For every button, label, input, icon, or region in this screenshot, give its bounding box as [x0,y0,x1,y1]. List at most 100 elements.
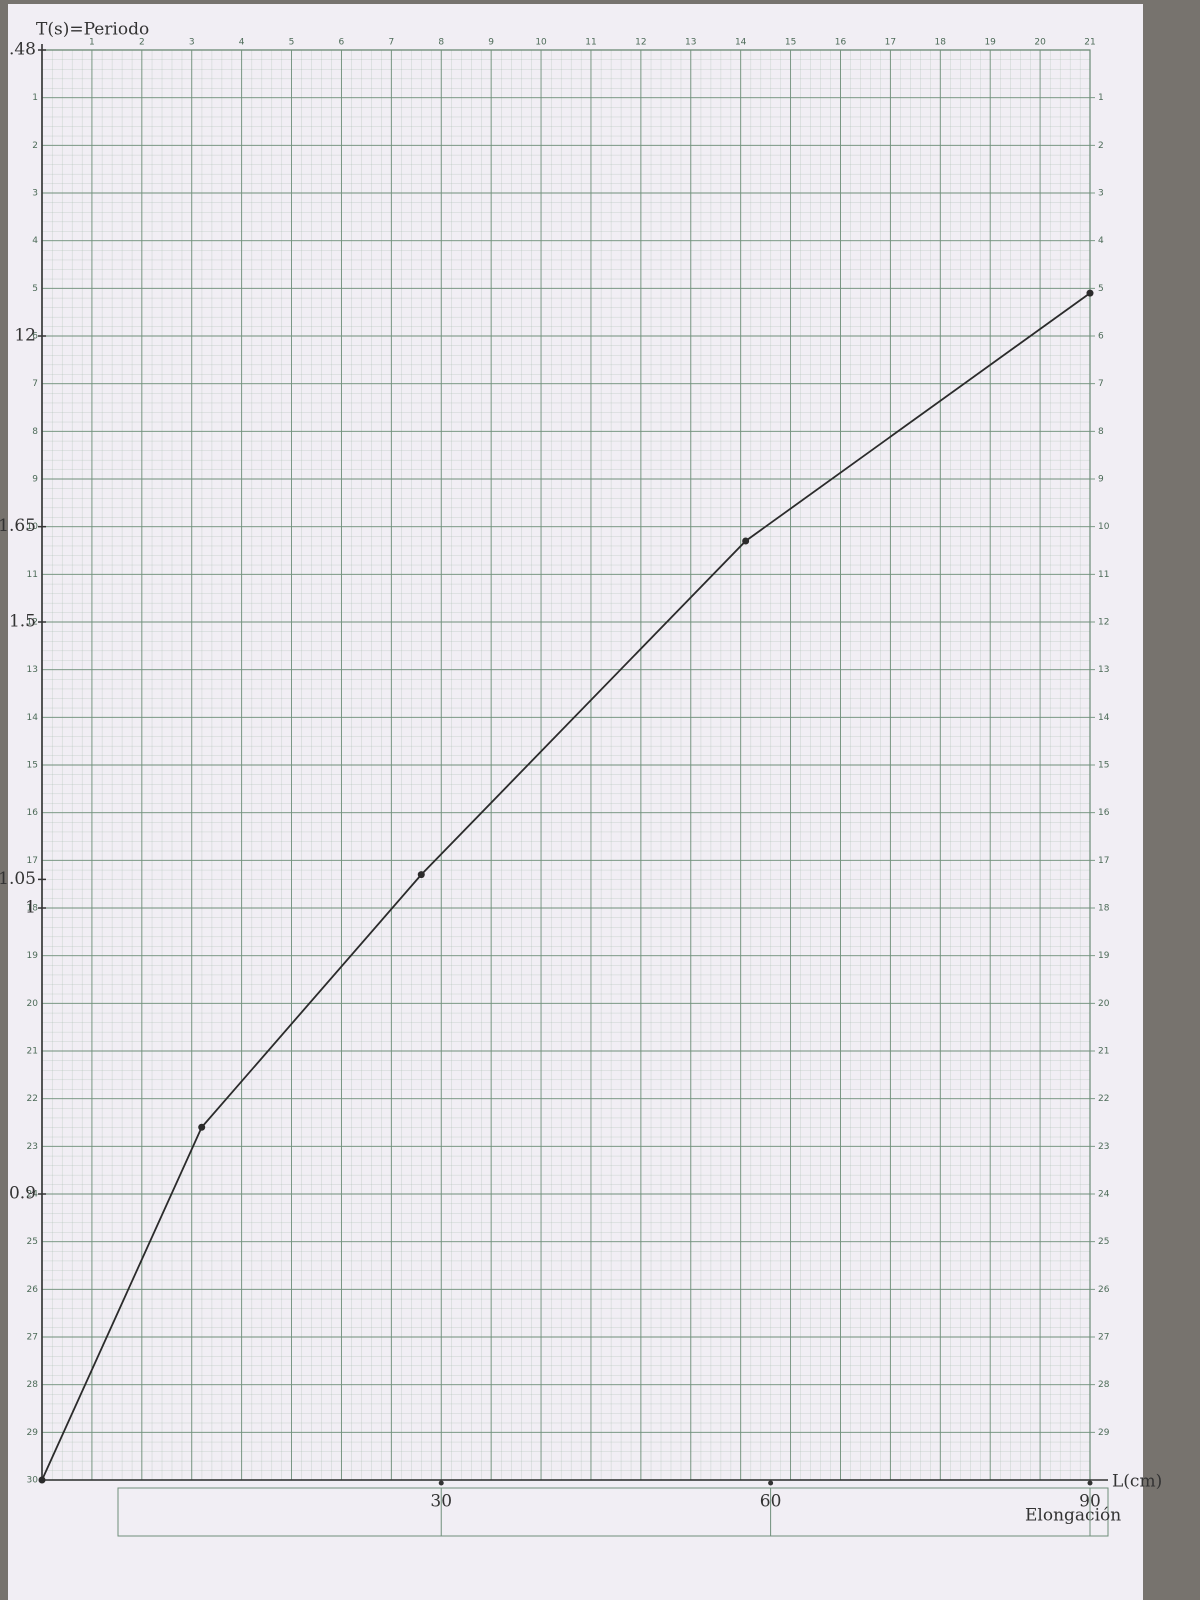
point [742,537,750,545]
bottom-box [117,1487,1109,1537]
x-tick-label: 15 [785,38,796,48]
y-tick-label: 4 [32,236,38,246]
x-tick-label: 14 [735,38,747,48]
y2-tick-label: 10 [1098,522,1110,532]
x-tick-label: 10 [535,38,547,48]
hand-x-label: 30 [430,1492,452,1512]
y-tick-label: 9 [32,475,38,485]
x-tick-label: 3 [189,38,195,48]
y-tick-label: 15 [27,761,38,771]
y-tick-label: 10 [27,522,39,532]
y2-tick-label: 14 [1098,713,1110,723]
y-tick-label: 22 [27,1094,38,1104]
x-tick-label: 1 [89,38,95,48]
y-tick-label: 16 [27,808,39,818]
y2-tick-label: 24 [1098,1190,1110,1200]
x-axis-label: L(cm) [1112,1472,1162,1492]
y2-tick-label: 6 [1098,332,1104,342]
hand-x-tick [1087,1480,1093,1486]
y-tick-label: 29 [27,1428,39,1438]
x-tick-label: 4 [239,38,245,48]
y2-tick-label: 5 [1098,284,1104,294]
y-tick-label: 17 [27,856,38,866]
y2-tick-label: 4 [1098,236,1104,246]
y2-tick-label: 29 [1098,1428,1110,1438]
x-tick-label: 13 [685,38,696,48]
x-tick-label: 7 [388,38,394,48]
point [38,1476,46,1484]
y-tick-label: 14 [27,713,39,723]
hand-y-label: 1 [25,898,36,918]
y-tick-label: 7 [32,379,38,389]
y-tick-label: 6 [32,332,38,342]
hand-y-label: 1.05 [0,869,36,889]
y-tick-label: 25 [27,1237,38,1247]
hand-x-tick [438,1480,444,1486]
y2-tick-label: 17 [1098,856,1109,866]
y2-tick-label: 3 [1098,189,1104,199]
x-tick-label: 20 [1034,38,1046,48]
hand-x-tick [768,1480,774,1486]
point [417,871,425,879]
hand-x-label: 90 [1079,1492,1101,1512]
y-tick-label: 26 [27,1285,39,1295]
y2-tick-label: 25 [1098,1237,1109,1247]
point [198,1123,206,1131]
y2-tick-label: 21 [1098,1047,1109,1057]
y2-tick-label: 18 [1098,904,1110,914]
y2-tick-label: 9 [1098,475,1104,485]
x-tick-label: 18 [935,38,947,48]
x-tick-label: 12 [635,38,646,48]
x-tick-label: 2 [139,38,145,48]
hand-y-label: .48 [9,40,36,60]
y2-tick-label: 11 [1098,570,1109,580]
x-tick-label: 5 [289,38,295,48]
y-tick-label: 23 [27,1142,38,1152]
hand-y-label: 12 [14,326,36,346]
y-tick-label: 28 [27,1380,39,1390]
x-tick-label: 17 [885,38,896,48]
y-tick-label: 19 [27,951,39,961]
hand-y-label: 1.65 [0,516,36,536]
y-tick-label: 1 [32,93,38,103]
point [1086,289,1094,297]
x-tick-label: 19 [984,38,996,48]
chart-title: T(s)=Periodo [36,20,149,40]
x-tick-label: 9 [488,38,494,48]
y2-tick-label: 19 [1098,951,1110,961]
y-tick-label: 3 [32,189,38,199]
y2-tick-label: 23 [1098,1142,1109,1152]
y-tick-label: 18 [27,904,39,914]
x-tick-label: 11 [585,38,596,48]
hand-y-label: 0.9 [9,1184,36,1204]
hand-y-label: 1.5 [9,612,36,632]
y2-tick-label: 13 [1098,665,1109,675]
y2-tick-label: 2 [1098,141,1104,151]
x-tick-label: 6 [339,38,345,48]
x-tick-label: 21 [1084,38,1095,48]
y2-tick-label: 26 [1098,1285,1110,1295]
y2-tick-label: 20 [1098,999,1110,1009]
y-tick-label: 13 [27,665,38,675]
y-tick-label: 30 [27,1476,39,1486]
y2-tick-label: 1 [1098,93,1104,103]
y-tick-label: 12 [27,618,38,628]
y-tick-label: 20 [27,999,39,1009]
y-tick-label: 5 [32,284,38,294]
y2-tick-label: 16 [1098,808,1110,818]
y2-tick-label: 15 [1098,761,1109,771]
y-tick-label: 27 [27,1333,38,1343]
y-tick-label: 2 [32,141,38,151]
x-axis-label-2: Elongación [1025,1506,1121,1526]
y2-tick-label: 8 [1098,427,1104,437]
hand-x-label: 60 [760,1492,782,1512]
y2-tick-label: 22 [1098,1094,1109,1104]
y-tick-label: 21 [27,1047,38,1057]
y-tick-label: 24 [27,1190,39,1200]
y2-tick-label: 7 [1098,379,1104,389]
x-tick-label: 16 [835,38,847,48]
y2-tick-label: 28 [1098,1380,1110,1390]
y-tick-label: 11 [27,570,38,580]
